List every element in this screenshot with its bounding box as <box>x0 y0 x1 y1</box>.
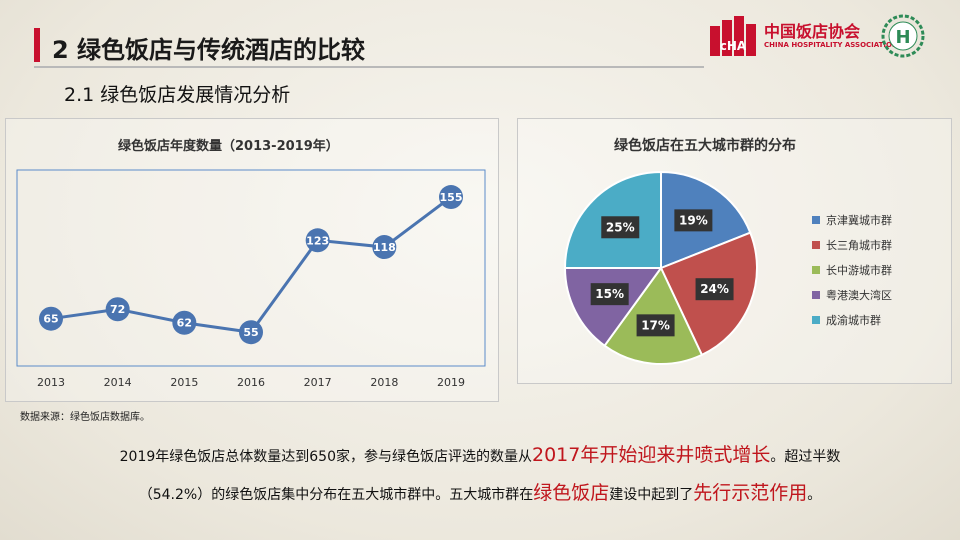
pie-label-bg-5 <box>601 216 640 239</box>
pie-legend-swatch-4 <box>812 291 820 299</box>
x-tick-label-2014: 2014 <box>104 376 132 389</box>
pie-chart-title: 绿色饭店在五大城市群的分布 <box>614 138 796 154</box>
pie-legend-swatch-2 <box>812 241 820 249</box>
line-chart-title: 绿色饭店年度数量（2013-2019年） <box>118 139 339 154</box>
para2-highlight-2: 先行示范作用 <box>693 482 808 504</box>
x-tick-label-2019: 2019 <box>437 376 465 389</box>
pie-slice-4 <box>563 267 663 348</box>
para2-highlight-1: 绿色饭店 <box>533 482 610 504</box>
line-data-label-2013: 65 <box>43 313 58 326</box>
line-point-2019 <box>439 185 463 210</box>
pie-legend-label-2: 长三角城市群 <box>826 239 892 252</box>
pie-legend-label-3: 长中游城市群 <box>826 264 892 277</box>
line-point-2015 <box>172 310 197 335</box>
line-data-label-2019: 155 <box>440 191 463 204</box>
line-data-label-2015: 62 <box>177 317 192 330</box>
line-point-2016 <box>239 320 263 345</box>
pie-legend-swatch-1 <box>812 216 820 224</box>
pie-label-bg-4 <box>590 283 629 306</box>
line-point-2013 <box>39 306 63 331</box>
cha-logo-letters: cHA <box>720 39 747 53</box>
green-hotel-logo: H <box>878 12 928 62</box>
line-point-2018 <box>372 235 397 260</box>
line-data-label-2018: 118 <box>373 241 396 254</box>
pie-label-bg-3 <box>636 314 675 337</box>
title-accent-bar <box>34 28 40 62</box>
x-tick-label-2018: 2018 <box>370 376 398 389</box>
pie-data-label-2: 24% <box>700 282 729 296</box>
summary-paragraph-2: （54.2%）的绿色饭店集中分布在五大城市群中。五大城市群在绿色饭店建设中起到了… <box>0 478 960 505</box>
title-bar: 2 绿色饭店与传统酒店的比较 <box>34 22 704 68</box>
line-chart-panel: 绿色饭店年度数量（2013-2019年） <box>5 118 499 402</box>
x-tick-label-2017: 2017 <box>304 376 332 389</box>
line-data-label-2016: 55 <box>243 326 258 339</box>
pie-legend-swatch-3 <box>812 266 820 274</box>
cha-logo: cHA 中国饭店协会 CHINA HOSPITALITY ASSOCIATION <box>708 16 898 58</box>
summary-paragraph-1: 2019年绿色饭店总体数量达到650家，参与绿色饭店评选的数量从2017年开始迎… <box>0 440 960 467</box>
x-tick-label-2016: 2016 <box>237 376 265 389</box>
para1-text-a: 2019年绿色饭店总体数量达到650家，参与绿色饭店评选的数量从 <box>119 449 532 465</box>
pie-data-label-1: 19% <box>679 213 708 227</box>
pie-legend-label-5: 成渝城市群 <box>826 314 881 327</box>
x-tick-label-2015: 2015 <box>170 376 198 389</box>
pie-data-label-4: 15% <box>595 287 624 301</box>
line-point-2014 <box>105 297 130 322</box>
pie-legend-swatch-5 <box>812 316 820 324</box>
section-subtitle: 2.1 绿色饭店发展情况分析 <box>64 84 291 106</box>
x-tick-label-2013: 2013 <box>37 376 65 389</box>
pie-chart: 19% 24% 17% 15% 25% <box>563 170 758 365</box>
line-plot-area <box>16 169 486 367</box>
cha-logo-mark: cHA <box>710 16 756 56</box>
line-point-2017 <box>305 228 330 253</box>
data-source-note: 数据来源：绿色饭店数据库。 <box>20 412 150 423</box>
para2-text-a: （54.2%）的绿色饭店集中分布在五大城市群中。五大城市群在 <box>138 487 534 503</box>
cha-logo-en: CHINA HOSPITALITY ASSOCIATION <box>764 41 898 49</box>
line-data-label-2017: 123 <box>306 234 329 247</box>
para1-highlight: 2017年开始迎来井喷式增长 <box>532 444 771 466</box>
green-hotel-logo-letter: H <box>895 27 910 48</box>
para2-text-b: 建设中起到了 <box>609 487 694 503</box>
line-chart: 65 72 62 55 123 118 155 2013 2014 2015 2016 2017 201… <box>16 169 486 389</box>
pie-data-label-5: 25% <box>606 220 635 234</box>
pie-label-bg-1 <box>674 209 713 232</box>
page-title: 2 绿色饭店与传统酒店的比较 <box>52 36 366 64</box>
pie-legend-label-4: 粤港澳大湾区 <box>826 289 892 302</box>
pie-label-bg-2 <box>695 278 734 301</box>
para1-text-b: 。超过半数 <box>770 449 841 465</box>
para2-text-c: 。 <box>807 487 822 503</box>
pie-data-label-3: 17% <box>641 318 670 332</box>
cha-logo-cn: 中国饭店协会 <box>764 22 861 41</box>
line-data-label-2014: 72 <box>110 303 125 316</box>
pie-legend-label-1: 京津冀城市群 <box>826 214 892 227</box>
